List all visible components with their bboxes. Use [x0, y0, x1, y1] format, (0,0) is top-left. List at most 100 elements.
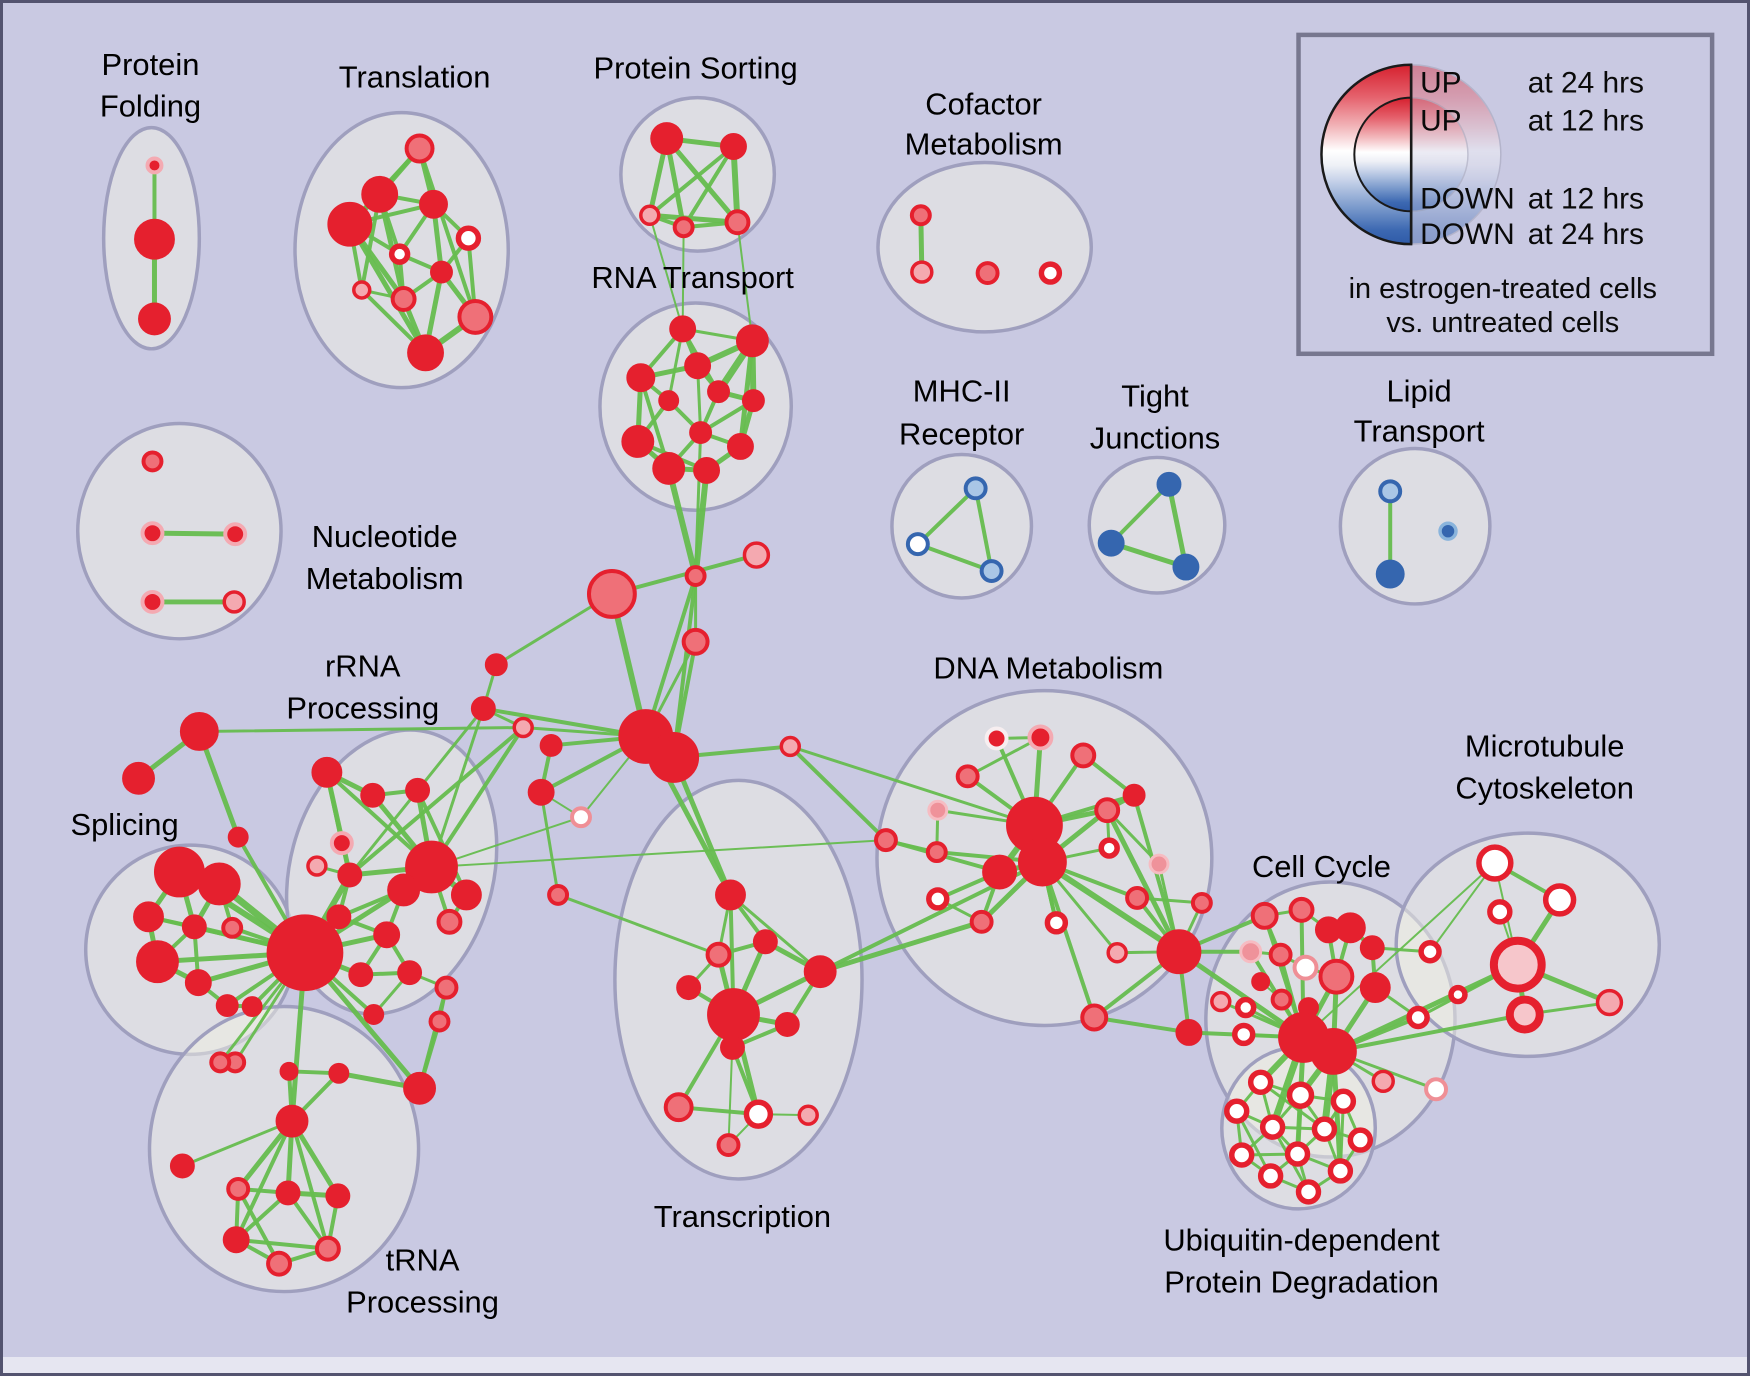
- network-node[interactable]: [1418, 940, 1442, 964]
- network-node[interactable]: [1148, 853, 1170, 875]
- network-node[interactable]: [1288, 896, 1315, 923]
- network-node[interactable]: [1406, 1005, 1430, 1030]
- network-node[interactable]: [1094, 797, 1121, 824]
- network-node[interactable]: [327, 201, 373, 247]
- network-node[interactable]: [1448, 984, 1468, 1005]
- network-node[interactable]: [650, 122, 684, 155]
- network-node[interactable]: [266, 914, 344, 992]
- network-node[interactable]: [222, 1226, 250, 1254]
- network-node[interactable]: [684, 352, 712, 380]
- network-node[interactable]: [1070, 742, 1097, 769]
- network-node[interactable]: [1259, 1114, 1286, 1140]
- network-node[interactable]: [720, 133, 747, 160]
- network-node[interactable]: [742, 541, 771, 569]
- network-node[interactable]: [969, 909, 994, 934]
- network-node[interactable]: [1229, 1142, 1255, 1168]
- network-node[interactable]: [470, 696, 496, 722]
- network-node[interactable]: [1330, 1088, 1357, 1114]
- network-node[interactable]: [428, 1010, 451, 1033]
- network-node[interactable]: [1175, 1019, 1203, 1046]
- network-node[interactable]: [963, 476, 988, 501]
- network-node[interactable]: [1190, 891, 1213, 914]
- network-node[interactable]: [1017, 837, 1067, 887]
- network-node[interactable]: [658, 390, 680, 412]
- network-node[interactable]: [328, 1062, 350, 1084]
- network-node[interactable]: [984, 726, 1009, 751]
- network-node[interactable]: [1224, 1098, 1250, 1124]
- network-node[interactable]: [926, 887, 950, 911]
- network-node[interactable]: [1251, 972, 1271, 992]
- network-node[interactable]: [455, 225, 482, 251]
- network-node[interactable]: [405, 840, 458, 894]
- network-node[interactable]: [457, 298, 494, 335]
- network-node[interactable]: [373, 921, 401, 949]
- network-node[interactable]: [621, 425, 655, 458]
- network-node[interactable]: [727, 433, 754, 460]
- network-node[interactable]: [133, 901, 164, 933]
- network-node[interactable]: [681, 627, 710, 656]
- network-node[interactable]: [222, 590, 246, 614]
- network-node[interactable]: [1487, 899, 1513, 925]
- network-node[interactable]: [419, 189, 448, 219]
- network-node[interactable]: [1311, 1116, 1338, 1142]
- network-node[interactable]: [707, 988, 760, 1041]
- network-node[interactable]: [873, 828, 898, 853]
- network-node[interactable]: [122, 761, 155, 795]
- network-node[interactable]: [1424, 1077, 1449, 1102]
- network-node[interactable]: [179, 712, 219, 751]
- network-node[interactable]: [136, 940, 179, 984]
- network-node[interactable]: [1097, 529, 1125, 557]
- network-node[interactable]: [404, 133, 435, 164]
- network-node[interactable]: [1250, 901, 1279, 930]
- network-node[interactable]: [1489, 936, 1546, 993]
- network-node[interactable]: [982, 854, 1018, 890]
- network-node[interactable]: [1247, 1069, 1274, 1095]
- network-node[interactable]: [724, 209, 751, 236]
- network-node[interactable]: [1156, 929, 1202, 975]
- network-node[interactable]: [138, 302, 171, 336]
- network-node[interactable]: [363, 1004, 385, 1025]
- network-node[interactable]: [403, 1071, 437, 1105]
- network-node[interactable]: [1027, 724, 1054, 751]
- network-node[interactable]: [1505, 995, 1544, 1034]
- network-node[interactable]: [169, 1153, 195, 1179]
- network-node[interactable]: [314, 1235, 341, 1262]
- network-node[interactable]: [184, 969, 212, 997]
- network-node[interactable]: [275, 1180, 301, 1206]
- network-node[interactable]: [1378, 479, 1403, 504]
- network-node[interactable]: [1268, 942, 1293, 967]
- network-node[interactable]: [388, 243, 411, 265]
- network-node[interactable]: [241, 996, 263, 1018]
- network-node[interactable]: [715, 879, 746, 911]
- network-node[interactable]: [752, 929, 778, 955]
- network-node[interactable]: [279, 1061, 299, 1081]
- network-node[interactable]: [306, 855, 328, 877]
- network-node[interactable]: [1080, 1003, 1109, 1032]
- network-node[interactable]: [311, 756, 343, 788]
- network-node[interactable]: [221, 916, 244, 939]
- network-node[interactable]: [539, 733, 563, 757]
- network-node[interactable]: [955, 764, 980, 789]
- network-node[interactable]: [1334, 912, 1366, 944]
- network-node[interactable]: [360, 782, 386, 808]
- network-node[interactable]: [1371, 1069, 1395, 1093]
- network-node[interactable]: [927, 799, 949, 821]
- network-node[interactable]: [325, 1183, 351, 1209]
- network-node[interactable]: [1172, 553, 1200, 581]
- network-node[interactable]: [1359, 935, 1385, 961]
- network-node[interactable]: [705, 941, 732, 968]
- network-node[interactable]: [979, 559, 1004, 584]
- network-node[interactable]: [141, 450, 164, 473]
- network-node[interactable]: [527, 778, 555, 806]
- network-node[interactable]: [145, 156, 164, 175]
- network-node[interactable]: [407, 334, 444, 372]
- network-node[interactable]: [484, 653, 508, 677]
- network-node[interactable]: [1318, 958, 1355, 995]
- network-node[interactable]: [348, 962, 374, 988]
- network-node[interactable]: [1239, 940, 1263, 964]
- network-node[interactable]: [1038, 261, 1063, 285]
- network-node[interactable]: [689, 421, 713, 444]
- network-node[interactable]: [227, 826, 249, 848]
- network-node[interactable]: [1125, 885, 1150, 910]
- network-node[interactable]: [905, 532, 930, 557]
